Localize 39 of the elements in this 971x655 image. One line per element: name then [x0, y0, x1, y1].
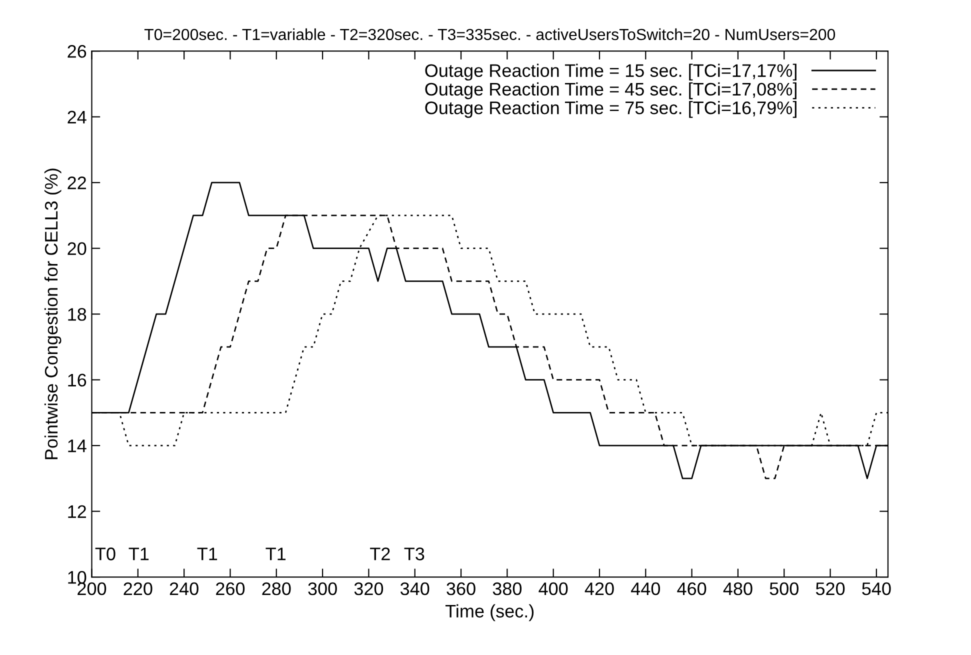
x-tick-label: 520 — [816, 582, 845, 596]
x-tick-label: 420 — [584, 582, 614, 596]
x-tick-label: 480 — [723, 582, 752, 596]
x-tick-label: 380 — [492, 582, 522, 596]
x-tick-label: 360 — [446, 582, 476, 596]
y-axis-title: Pointwise Congestion for CELL3 (%) — [44, 168, 62, 460]
y-tick-label: 10 — [68, 570, 86, 584]
x-tick-label: 540 — [862, 582, 891, 596]
annotation: T2 — [370, 548, 390, 560]
y-tick-label: 16 — [68, 374, 86, 387]
legend-label: Outage Reaction Time = 75 sec. [TCi=16,79%] — [425, 101, 796, 118]
annotation: T0 — [95, 548, 116, 560]
legend-label: Outage Reaction Time = 15 sec. [TCi=17,17%] — [425, 64, 796, 81]
x-tick-label: 220 — [124, 582, 152, 596]
annotation: T1 — [266, 548, 286, 560]
annotation: T3 — [404, 548, 424, 560]
legend-label: Outage Reaction Time = 45 sec. [TCi=17,08%] — [425, 82, 796, 100]
chart-title: T0=200sec. - T1=variable - T2=320sec. - T3=335sec. - activeUsersToSwitch=20 - NumUsers=200 — [144, 28, 836, 40]
x-tick-label: 200 — [78, 582, 106, 596]
y-tick-label: 26 — [68, 45, 86, 58]
x-tick-label: 260 — [216, 582, 245, 596]
x-tick-label: 500 — [770, 582, 798, 596]
y-tick-label: 14 — [68, 440, 86, 452]
y-tick-label: 22 — [68, 176, 86, 190]
y-tick-label: 24 — [68, 110, 86, 124]
y-tick-label: 12 — [68, 505, 86, 518]
annotation: T1 — [197, 548, 218, 560]
x-tick-label: 280 — [262, 582, 291, 596]
x-tick-label: 340 — [400, 582, 430, 596]
x-tick-label: 440 — [631, 582, 660, 596]
x-tick-label: 300 — [308, 582, 337, 596]
x-axis-title: Time (sec.) — [445, 604, 534, 622]
x-tick-label: 400 — [538, 582, 568, 596]
x-tick-label: 320 — [354, 582, 384, 596]
annotation: T1 — [128, 548, 149, 560]
y-tick-label: 18 — [68, 308, 86, 321]
x-tick-label: 240 — [170, 582, 198, 596]
y-tick-label: 20 — [68, 242, 86, 256]
x-tick-label: 460 — [677, 582, 706, 596]
